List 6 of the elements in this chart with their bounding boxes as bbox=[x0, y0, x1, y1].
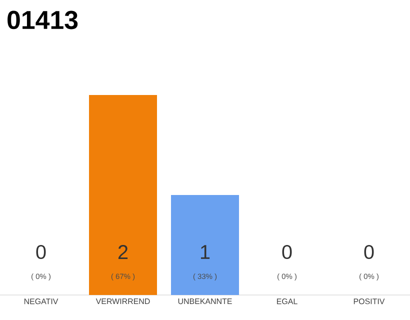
data-label: 0 bbox=[364, 244, 374, 260]
chart-title: 01413 bbox=[8, 10, 78, 30]
data-label: 0 bbox=[282, 244, 292, 260]
data-label: 2 bbox=[118, 245, 128, 259]
data-label: 1 bbox=[200, 245, 210, 259]
data-label: 0 bbox=[36, 244, 46, 260]
